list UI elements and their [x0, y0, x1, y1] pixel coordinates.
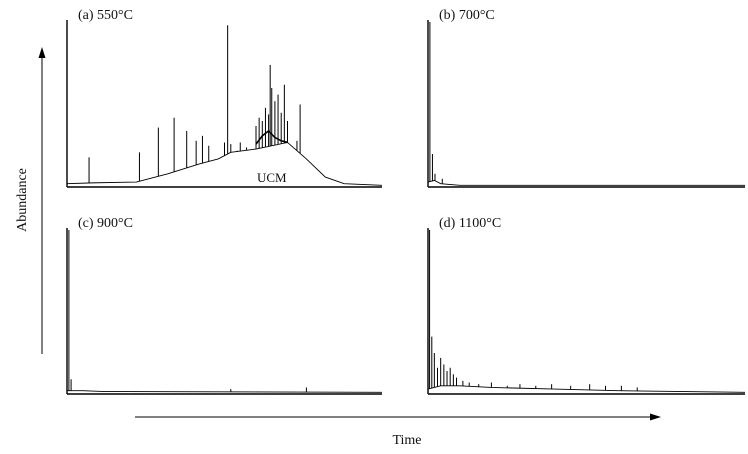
time-arrow [135, 413, 661, 421]
abundance-arrow [38, 47, 46, 354]
panel-b-baseline [427, 179, 745, 186]
panel-d-baseline [427, 385, 746, 393]
panel-c: (c) 900°C [66, 216, 383, 395]
panel-a: (a) 550°C UCM [66, 8, 383, 188]
panel-a-annotation: UCM [257, 170, 287, 185]
panel-c-baseline [67, 390, 383, 393]
panel-c-title: (c) 900°C [78, 216, 133, 231]
panel-d: (d) 1100°C [427, 216, 746, 395]
y-axis-label: Abundance [15, 168, 30, 232]
panel-a-title: (a) 550°C [78, 8, 133, 23]
panel-b-title: (b) 700°C [439, 8, 495, 23]
panel-b: (b) 700°C [427, 8, 745, 188]
panel-d-title: (d) 1100°C [439, 216, 501, 231]
x-axis-label: Time [392, 433, 421, 448]
